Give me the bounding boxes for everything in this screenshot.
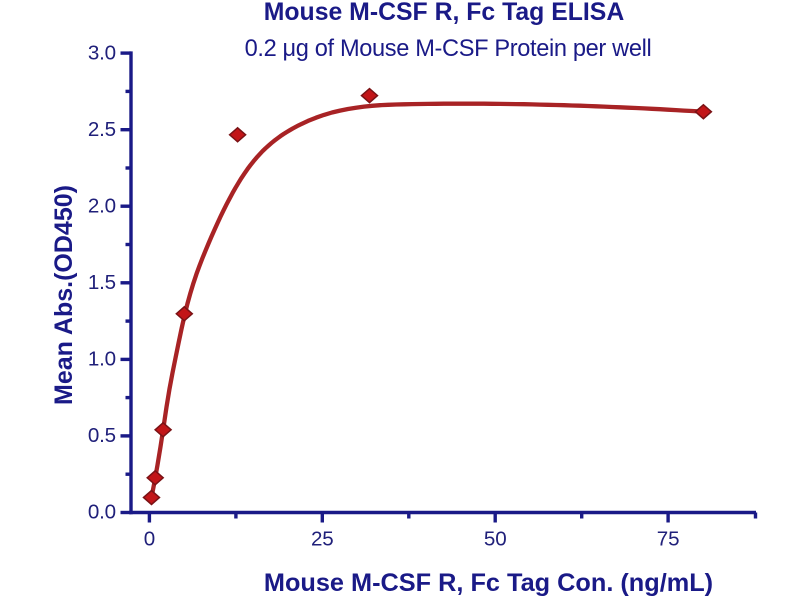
svg-text:2.5: 2.5 [88, 118, 116, 141]
svg-text:50: 50 [484, 528, 507, 551]
svg-text:0.0: 0.0 [88, 501, 116, 524]
svg-text:25: 25 [311, 528, 334, 551]
svg-text:75: 75 [657, 528, 680, 551]
svg-text:1.0: 1.0 [88, 348, 116, 371]
svg-text:Mouse M-CSF R, Fc Tag Con. (ng: Mouse M-CSF R, Fc Tag Con. (ng/mL) [264, 569, 713, 597]
svg-text:1.5: 1.5 [88, 271, 116, 294]
svg-text:2.0: 2.0 [88, 194, 116, 217]
svg-text:0.5: 0.5 [88, 424, 116, 447]
svg-text:Mouse M-CSF R, Fc Tag ELISA: Mouse M-CSF R, Fc Tag ELISA [264, 0, 625, 26]
svg-text:0.2 μg of Mouse M-CSF Protein: 0.2 μg of Mouse M-CSF Protein per well [245, 36, 652, 62]
svg-text:Mean Abs.(OD450): Mean Abs.(OD450) [50, 185, 78, 405]
svg-text:0: 0 [144, 528, 155, 551]
svg-text:3.0: 3.0 [88, 41, 116, 64]
